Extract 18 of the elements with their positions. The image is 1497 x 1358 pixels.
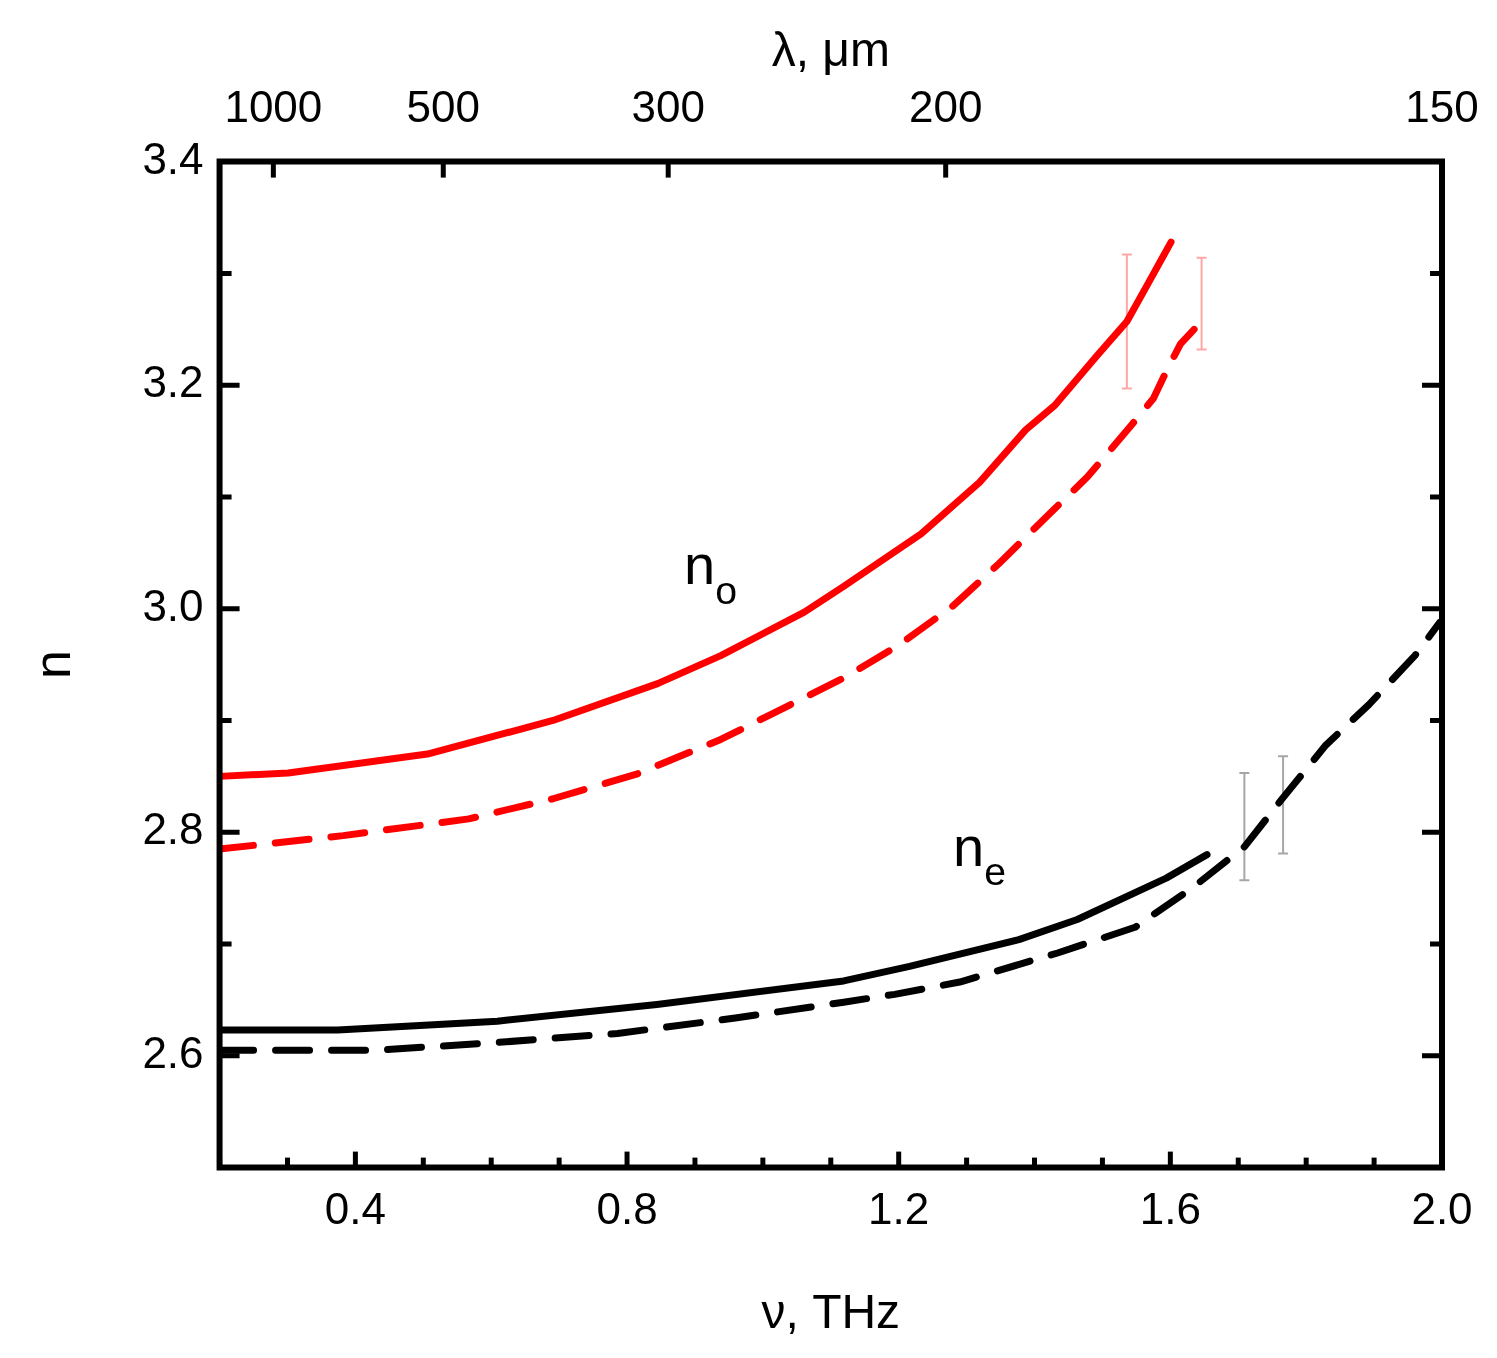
y-tick-label: 3.2	[142, 357, 204, 407]
y-axis-title: n	[22, 650, 81, 680]
text: 300	[631, 81, 705, 131]
x-tick-label: 0.4	[324, 1184, 386, 1234]
x-tick-label: 0.8	[596, 1184, 658, 1234]
y-tick-label: 3.4	[142, 133, 204, 183]
x2-axis-title: λ, μm	[771, 23, 890, 77]
text: 150	[1405, 81, 1479, 131]
y-tick-label: 3.0	[142, 580, 204, 630]
x-tick-label: 1.6	[1139, 1184, 1201, 1234]
text: 500	[406, 81, 480, 131]
text: 1000	[224, 81, 323, 131]
y-tick-label: 2.8	[142, 804, 204, 854]
x-axis-title: ν, THz	[761, 1285, 901, 1339]
x-tick-label: 1.2	[868, 1184, 930, 1234]
x-tick-label: 2.0	[1411, 1184, 1473, 1234]
text: 200	[908, 81, 983, 131]
y-tick-label: 2.6	[142, 1027, 204, 1077]
